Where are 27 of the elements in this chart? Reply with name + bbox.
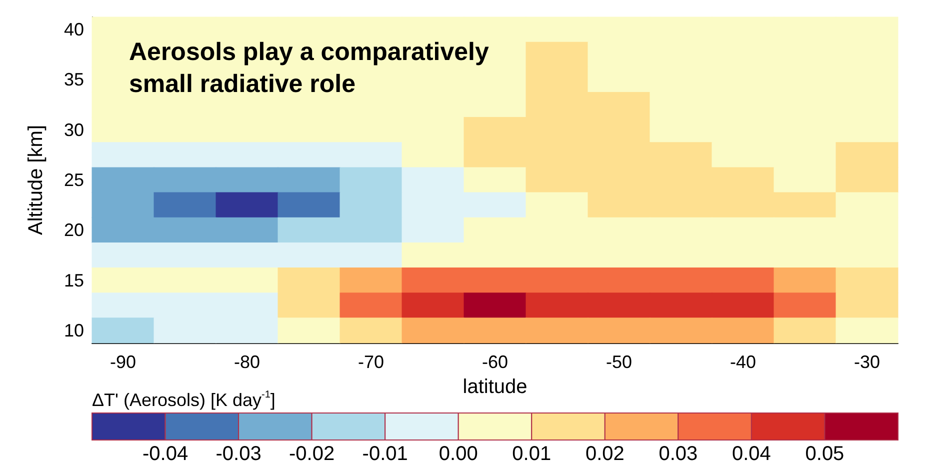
x-tick-label: -60: [482, 352, 508, 372]
color-bar-label: 0.03: [658, 443, 698, 465]
y-tick-label: 30: [64, 120, 84, 140]
x-axis-title: latitude: [462, 376, 528, 398]
y-tick-label: 15: [64, 270, 84, 290]
color-bar-label: 0.01: [512, 443, 552, 465]
color-bar-label: 0.05: [805, 443, 844, 465]
x-tick-label: -80: [234, 352, 260, 372]
y-axis-title: Altitude [km]: [25, 124, 47, 236]
color-bar-label: 0.02: [585, 443, 624, 465]
y-tick-label: 20: [64, 220, 84, 240]
text: 0.00: [438, 443, 478, 465]
x-tick-label: -30: [854, 352, 880, 372]
color-bar-label: -0.04: [142, 443, 188, 465]
x-tick-label: -40: [730, 352, 756, 372]
color-bar-label: -0.02: [289, 443, 335, 465]
x-tick-label: -70: [358, 352, 384, 372]
y-tick-label: 40: [64, 20, 84, 40]
x-tick-label: -90: [110, 352, 136, 372]
text: Aerosols play a comparatively small radiative role: [129, 38, 496, 98]
x-tick-label: -50: [606, 352, 632, 372]
y-tick-label: 35: [64, 70, 84, 90]
y-tick-label: 25: [64, 170, 84, 190]
color-bar-label: -0.03: [216, 443, 262, 465]
color-bar-label: 0.04: [732, 443, 771, 465]
color-bar-label: -0.01: [362, 443, 408, 465]
y-tick-label: 10: [64, 320, 84, 340]
